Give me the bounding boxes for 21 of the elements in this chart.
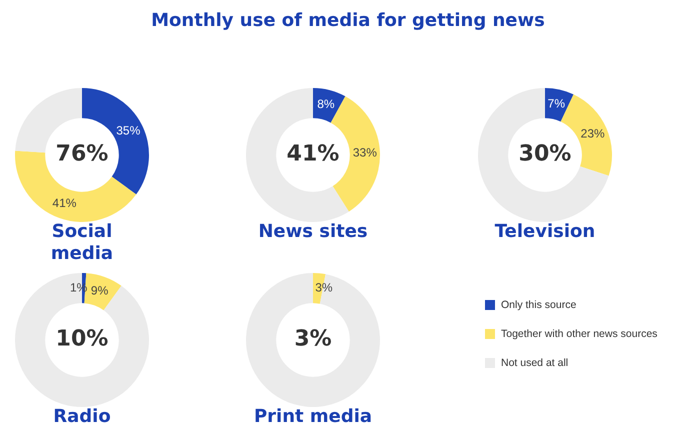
data-label: 41% [52,196,77,210]
data-label: 7% [548,96,566,111]
text: 76% [56,142,108,167]
text: Print media [252,406,374,426]
text: Social media [50,221,114,265]
data-label: 23% [580,126,605,141]
data-label: 33% [352,146,378,160]
text: News sites [257,221,369,243]
text: 30% [518,142,572,167]
text: 41% [286,142,340,167]
text: 3% [294,326,332,352]
data-label: 35% [116,124,141,138]
text: 10% [56,326,108,352]
data-label: 8% [317,97,335,112]
text: Monthly use of media for getting news [150,10,546,32]
data-label: 9% [90,283,109,298]
legend-label: Not used at all [501,356,568,368]
text: Radio [52,406,112,426]
text: Television [494,221,596,243]
legend-label: Only this source [501,298,576,310]
legend-label: Together with other news sources [501,328,658,340]
